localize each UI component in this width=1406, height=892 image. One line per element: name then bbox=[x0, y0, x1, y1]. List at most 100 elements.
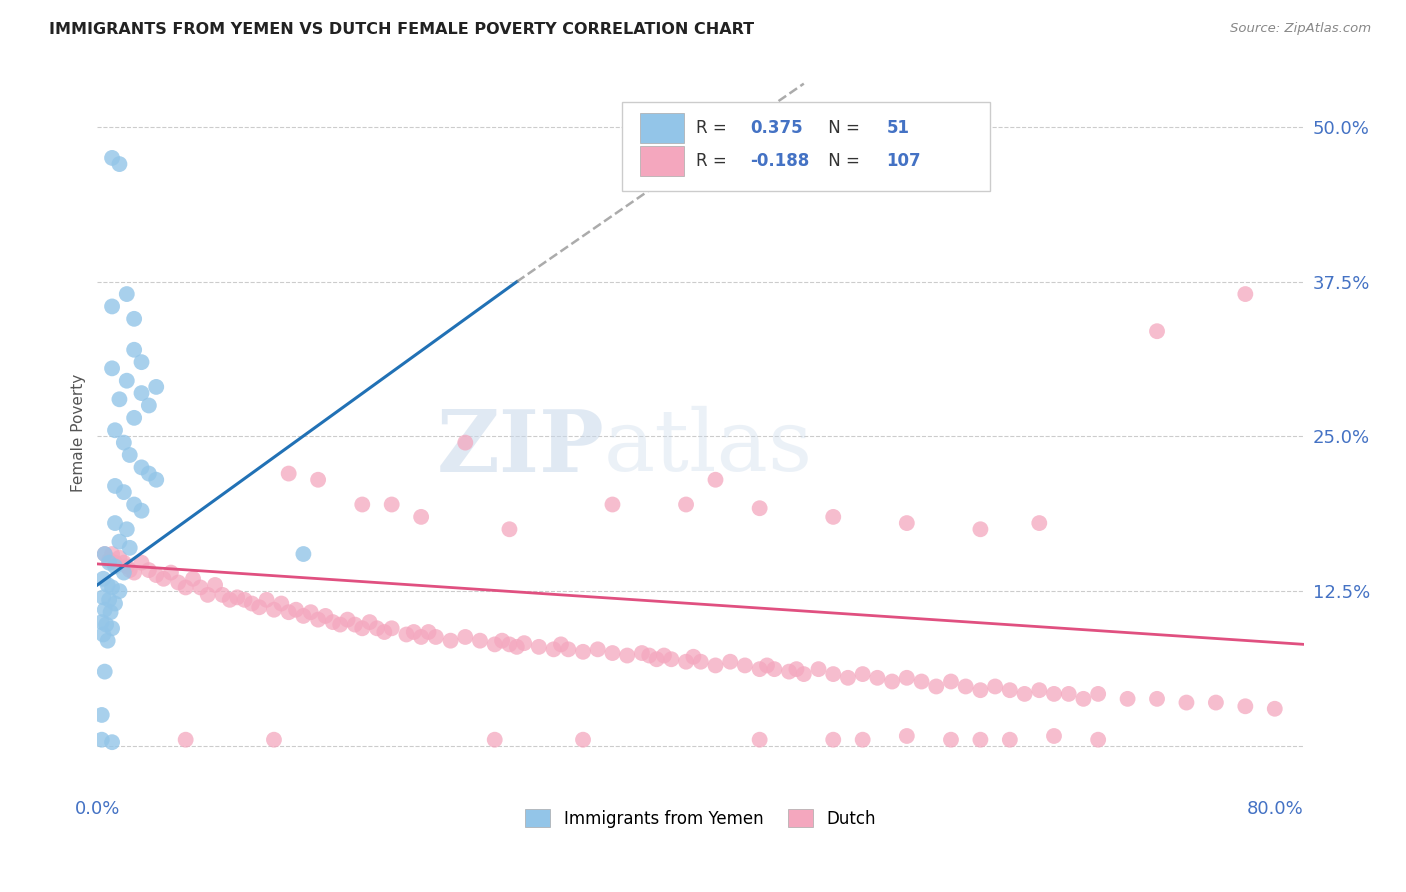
Point bbox=[557, 642, 579, 657]
FancyBboxPatch shape bbox=[641, 113, 683, 143]
Point bbox=[145, 473, 167, 487]
Point bbox=[352, 621, 374, 635]
Point bbox=[381, 621, 404, 635]
Point bbox=[131, 386, 153, 401]
Point bbox=[167, 575, 190, 590]
Text: R =: R = bbox=[696, 119, 733, 137]
Point bbox=[823, 732, 845, 747]
Point bbox=[131, 460, 153, 475]
Point bbox=[652, 648, 675, 663]
Point bbox=[115, 522, 138, 536]
Point bbox=[418, 625, 440, 640]
Point bbox=[91, 572, 114, 586]
Point bbox=[1057, 687, 1080, 701]
Point bbox=[925, 680, 948, 694]
Point bbox=[226, 591, 249, 605]
Point bbox=[939, 732, 962, 747]
Point bbox=[1264, 702, 1286, 716]
Point bbox=[631, 646, 654, 660]
Point bbox=[197, 588, 219, 602]
Point bbox=[101, 547, 124, 561]
Point bbox=[101, 735, 124, 749]
Point bbox=[373, 625, 395, 640]
Point bbox=[955, 680, 977, 694]
Point bbox=[112, 566, 135, 580]
Point bbox=[1234, 287, 1257, 301]
Point bbox=[880, 674, 903, 689]
Point bbox=[454, 630, 477, 644]
Point bbox=[411, 509, 433, 524]
Point bbox=[101, 361, 124, 376]
Point bbox=[307, 613, 329, 627]
FancyBboxPatch shape bbox=[623, 103, 990, 191]
Point bbox=[190, 581, 212, 595]
Point bbox=[108, 392, 131, 407]
Point bbox=[98, 592, 121, 607]
Point bbox=[93, 603, 115, 617]
Point bbox=[704, 658, 727, 673]
Point bbox=[439, 633, 461, 648]
Point bbox=[104, 479, 127, 493]
Point bbox=[138, 399, 160, 413]
Point bbox=[602, 498, 624, 512]
Point bbox=[98, 553, 121, 567]
Point bbox=[96, 617, 118, 632]
Point bbox=[645, 652, 668, 666]
Point bbox=[115, 374, 138, 388]
Point bbox=[122, 311, 145, 326]
Point bbox=[454, 435, 477, 450]
Point bbox=[145, 568, 167, 582]
Text: 51: 51 bbox=[887, 119, 910, 137]
Point bbox=[718, 655, 741, 669]
Point bbox=[91, 591, 114, 605]
Text: -0.188: -0.188 bbox=[751, 153, 810, 170]
Point bbox=[572, 645, 595, 659]
Point bbox=[152, 572, 174, 586]
Point bbox=[778, 665, 800, 679]
Point bbox=[131, 556, 153, 570]
Point bbox=[145, 380, 167, 394]
Point bbox=[263, 732, 285, 747]
Text: N =: N = bbox=[823, 119, 865, 137]
Point bbox=[122, 498, 145, 512]
Point bbox=[108, 584, 131, 599]
Point bbox=[602, 646, 624, 660]
Point bbox=[336, 613, 359, 627]
Point bbox=[1087, 687, 1109, 701]
Point bbox=[837, 671, 859, 685]
Point bbox=[115, 559, 138, 574]
Point bbox=[704, 473, 727, 487]
Point bbox=[285, 603, 308, 617]
Point bbox=[138, 563, 160, 577]
Point bbox=[1234, 699, 1257, 714]
Point bbox=[785, 662, 807, 676]
Point bbox=[104, 556, 127, 570]
Point bbox=[93, 547, 115, 561]
Point bbox=[969, 522, 991, 536]
Point bbox=[204, 578, 226, 592]
Point bbox=[425, 630, 447, 644]
Point bbox=[181, 572, 204, 586]
Point bbox=[969, 683, 991, 698]
Point bbox=[491, 633, 513, 648]
Point bbox=[484, 732, 506, 747]
Point bbox=[748, 662, 770, 676]
Point bbox=[572, 732, 595, 747]
Point bbox=[675, 655, 697, 669]
Point bbox=[1028, 683, 1050, 698]
FancyBboxPatch shape bbox=[641, 146, 683, 177]
Point bbox=[527, 640, 550, 654]
Point bbox=[211, 588, 233, 602]
Point bbox=[756, 658, 779, 673]
Point bbox=[108, 550, 131, 565]
Point bbox=[104, 516, 127, 530]
Point bbox=[689, 655, 711, 669]
Point bbox=[122, 410, 145, 425]
Point bbox=[659, 652, 682, 666]
Point bbox=[314, 608, 336, 623]
Point bbox=[896, 671, 918, 685]
Point bbox=[984, 680, 1007, 694]
Point bbox=[793, 667, 815, 681]
Point bbox=[322, 615, 344, 629]
Point bbox=[1043, 729, 1066, 743]
